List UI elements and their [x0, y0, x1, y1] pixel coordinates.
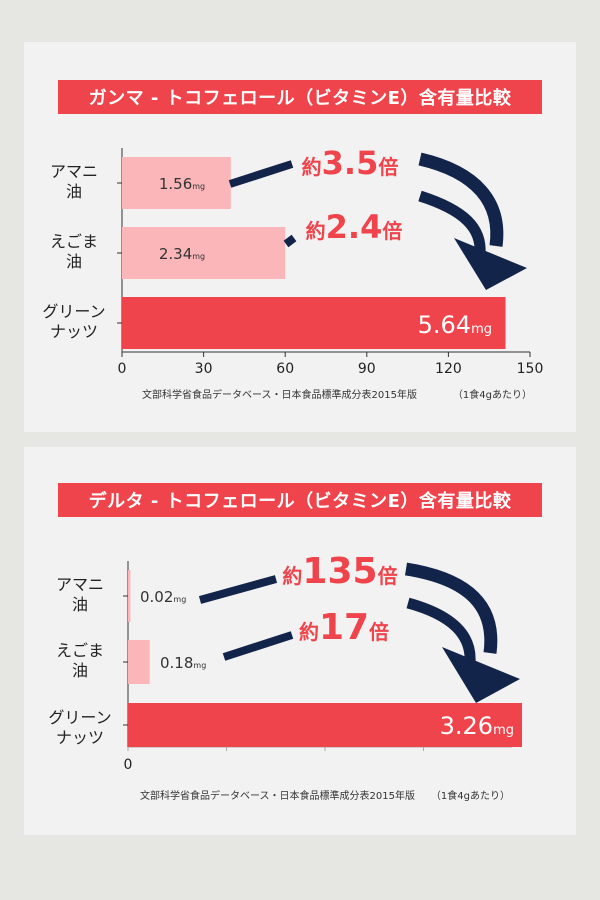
category-label: グリーンナッツ [42, 302, 105, 341]
delta-chart: アマニ油 0.02mg えごま油 0.18mg グリーンナッツ 3.26mg 0 文部科学省食… [48, 551, 522, 802]
category-label: えごま油 [56, 641, 104, 680]
ratio-label: 約3.5倍 [302, 144, 399, 182]
source-note: 文部科学省食品データベース・日本食品標準成分表2015年版 [142, 388, 417, 401]
delta-chart-panel: デルタ - トコフェロール（ビタミンE）含有量比較 アマニ油 0.02mg えごま油… [24, 447, 576, 835]
serving-note: （1食4gあたり） [431, 789, 510, 802]
data-label: 1.56mg [159, 175, 205, 193]
data-label: 5.64mg [418, 311, 492, 339]
connector-line [198, 575, 278, 604]
gamma-chart: アマニ油 1.56mg えごま油 2.34mg グリーンナッツ 5.64mg 0 30 60 90… [42, 144, 544, 401]
bar [128, 703, 522, 747]
bar [122, 157, 231, 209]
arrow-shaft [406, 597, 476, 664]
data-label: 2.34mg [159, 245, 205, 263]
bar [128, 570, 131, 622]
x-tick-label: 0 [124, 757, 133, 773]
category-label: グリーンナッツ [48, 708, 111, 747]
gamma-chart-panel: ガンマ - トコフェロール（ビタミンE）含有量比較 アマニ油 1.56mg えごま油… [24, 42, 576, 432]
x-tick-label: 120 [435, 361, 462, 377]
x-tick-label: 90 [358, 361, 376, 377]
ratio-label: 約17倍 [299, 607, 389, 648]
ratio-label: 約135倍 [282, 551, 397, 592]
category-label: アマニ油 [56, 575, 104, 614]
category-label: えごま油 [50, 232, 98, 271]
connector-line [228, 160, 294, 188]
bar [128, 640, 150, 684]
data-label: 0.02mg [140, 588, 186, 606]
x-tick-label: 0 [118, 361, 127, 377]
serving-note: （1食4gあたり） [453, 388, 532, 401]
arrow-head [442, 647, 520, 703]
source-note: 文部科学省食品データベース・日本食品標準成分表2015年版 [140, 789, 415, 802]
x-tick-label: 60 [276, 361, 294, 377]
data-label: 0.18mg [160, 654, 206, 672]
x-tick-label: 150 [517, 361, 544, 377]
connector-line [222, 631, 294, 661]
category-label: アマニ油 [50, 162, 98, 201]
data-label: 3.26mg [440, 712, 514, 740]
arrow-shaft [418, 152, 504, 247]
chart-title: ガンマ - トコフェロール（ビタミンE）含有量比較 [58, 80, 542, 114]
bar [122, 297, 506, 349]
bar [122, 227, 286, 279]
arrow-shaft [404, 562, 498, 654]
ratio-label: 約2.4倍 [306, 208, 403, 246]
x-tick-label: 30 [195, 361, 213, 377]
arrow-head [454, 238, 527, 290]
connector-line [283, 234, 297, 248]
arrow-shaft [418, 190, 486, 255]
chart-title: デルタ - トコフェロール（ビタミンE）含有量比較 [58, 483, 542, 517]
